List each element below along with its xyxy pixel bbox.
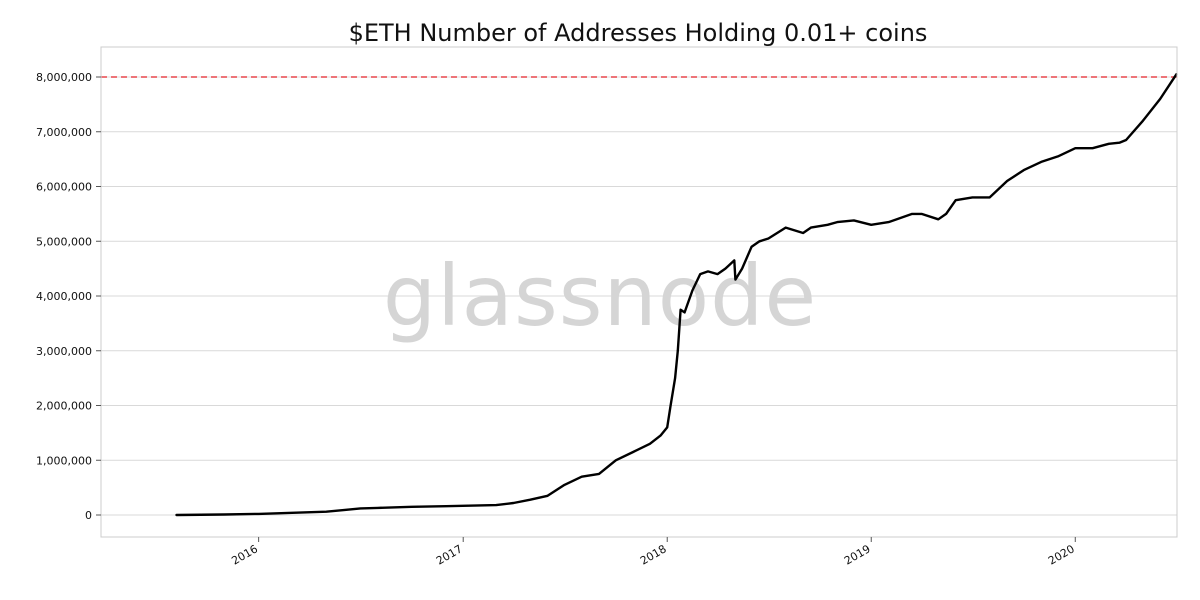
x-tick-label: 2018	[638, 542, 669, 567]
x-tick-label: 2016	[229, 542, 260, 567]
y-tick-label: 0	[85, 509, 92, 522]
x-axis-ticks: 2016 2017 2018 2019 2020	[229, 537, 1077, 568]
y-tick-label: 2,000,000	[36, 400, 92, 413]
y-tick-label: 4,000,000	[36, 290, 92, 303]
chart-title: $ETH Number of Addresses Holding 0.01+ c…	[349, 19, 928, 47]
y-tick-label: 7,000,000	[36, 126, 92, 139]
series-group	[175, 73, 1178, 517]
plot-frame	[100, 46, 1178, 538]
watermark-logo: glassnode	[383, 247, 817, 345]
y-tick-label: 6,000,000	[36, 181, 92, 194]
x-tick-label: 2020	[1046, 542, 1077, 567]
y-tick-label: 5,000,000	[36, 235, 92, 248]
series-line	[175, 73, 1178, 517]
x-tick-label: 2019	[842, 542, 873, 567]
y-tick-label: 3,000,000	[36, 345, 92, 358]
y-axis-ticks: 0 1,000,000 2,000,000 3,000,000 4,000,000 5,0…	[36, 71, 101, 522]
y-tick-label: 8,000,000	[36, 71, 92, 84]
y-tick-label: 1,000,000	[36, 454, 92, 467]
gridlines	[101, 76, 1177, 516]
x-tick-label: 2017	[434, 542, 465, 567]
